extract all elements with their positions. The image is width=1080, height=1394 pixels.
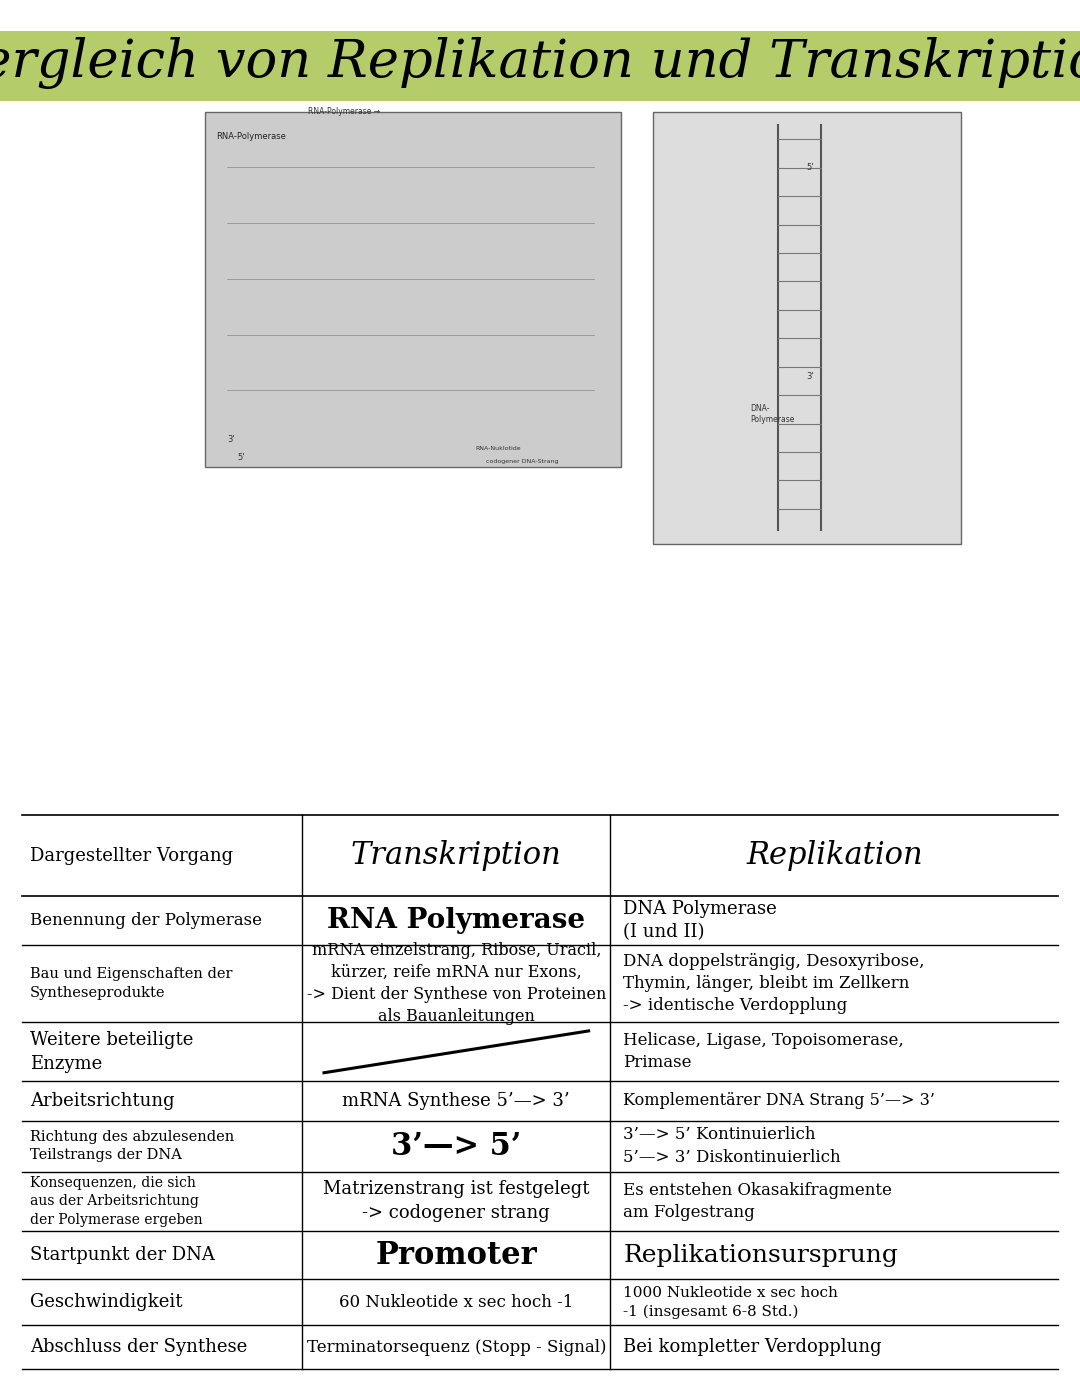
Text: 1000 Nukleotide x sec hoch
-1 (insgesamt 6-8 Std.): 1000 Nukleotide x sec hoch -1 (insgesamt…	[623, 1285, 838, 1319]
Text: DNA Polymerase
(I und II): DNA Polymerase (I und II)	[623, 899, 777, 941]
Text: RNA-Polymerase →: RNA-Polymerase →	[308, 107, 380, 116]
Text: RNA-Nuklotide: RNA-Nuklotide	[475, 446, 521, 452]
Text: Dargestellter Vorgang: Dargestellter Vorgang	[30, 848, 233, 864]
Text: Benennung der Polymerase: Benennung der Polymerase	[30, 912, 262, 928]
Text: Richtung des abzulesenden
Teilstrangs der DNA: Richtung des abzulesenden Teilstrangs de…	[30, 1131, 234, 1163]
Text: Bau und Eigenschaften der
Syntheseprodukte: Bau und Eigenschaften der Syntheseproduk…	[30, 967, 233, 999]
Text: Helicase, Ligase, Topoisomerase,
Primase: Helicase, Ligase, Topoisomerase, Primase	[623, 1032, 904, 1072]
Text: Abschluss der Synthese: Abschluss der Synthese	[30, 1338, 247, 1356]
Text: Startpunkt der DNA: Startpunkt der DNA	[30, 1246, 215, 1264]
Text: 5': 5'	[807, 163, 813, 171]
Text: Promoter: Promoter	[376, 1239, 537, 1271]
Text: Arbeitsrichtung: Arbeitsrichtung	[30, 1092, 175, 1110]
Text: DNA-
Polymerase: DNA- Polymerase	[751, 404, 795, 424]
Text: 3': 3'	[806, 372, 814, 381]
Text: Konsequenzen, die sich
aus der Arbeitsrichtung
der Polymerase ergeben: Konsequenzen, die sich aus der Arbeitsri…	[30, 1177, 203, 1227]
Text: Es entstehen Okasakifragmente
am Folgestrang: Es entstehen Okasakifragmente am Folgest…	[623, 1182, 892, 1221]
Text: mRNA einzelstrang, Ribose, Uracil,
kürzer, reife mRNA nur Exons,
-> Dient der Sy: mRNA einzelstrang, Ribose, Uracil, kürze…	[307, 942, 606, 1026]
Text: Matrizenstrang ist festgelegt
-> codogener strang: Matrizenstrang ist festgelegt -> codogen…	[323, 1181, 590, 1223]
Text: Geschwindigkeit: Geschwindigkeit	[30, 1294, 183, 1312]
Text: 60 Nukleotide x sec hoch -1: 60 Nukleotide x sec hoch -1	[339, 1294, 573, 1310]
Bar	[205, 112, 621, 467]
Text: Transkription: Transkription	[351, 841, 562, 871]
Text: 3’—> 5’ Kontinuierlich
5’—> 3’ Diskontinuierlich: 3’—> 5’ Kontinuierlich 5’—> 3’ Diskontin…	[623, 1126, 841, 1165]
Text: 3’—> 5’: 3’—> 5’	[391, 1131, 522, 1161]
Text: Replikation: Replikation	[746, 841, 922, 871]
Text: DNA doppelsträngig, Desoxyribose,
Thymin, länger, bleibt im Zellkern
-> identisc: DNA doppelsträngig, Desoxyribose, Thymin…	[623, 953, 924, 1015]
Text: Replikationsursprung: Replikationsursprung	[623, 1243, 899, 1267]
Text: 5': 5'	[238, 453, 245, 461]
Bar	[0, 31, 1080, 102]
Text: Terminatorsequenz (Stopp - Signal): Terminatorsequenz (Stopp - Signal)	[307, 1338, 606, 1355]
Text: Weitere beteiligte
Enzyme: Weitere beteiligte Enzyme	[30, 1032, 193, 1072]
Text: 3': 3'	[227, 435, 234, 443]
Text: mRNA Synthese 5’—> 3’: mRNA Synthese 5’—> 3’	[342, 1092, 570, 1110]
Text: RNA Polymerase: RNA Polymerase	[327, 907, 585, 934]
Text: RNA-Polymerase: RNA-Polymerase	[216, 132, 286, 141]
Text: codogener DNA-Strang: codogener DNA-Strang	[486, 459, 558, 464]
Text: Bei kompletter Verdopplung: Bei kompletter Verdopplung	[623, 1338, 881, 1356]
Bar	[653, 112, 961, 544]
Text: Vergleich von Replikation und Transkription: Vergleich von Replikation und Transkript…	[0, 36, 1080, 89]
Text: Komplementärer DNA Strang 5’—> 3’: Komplementärer DNA Strang 5’—> 3’	[623, 1093, 935, 1110]
